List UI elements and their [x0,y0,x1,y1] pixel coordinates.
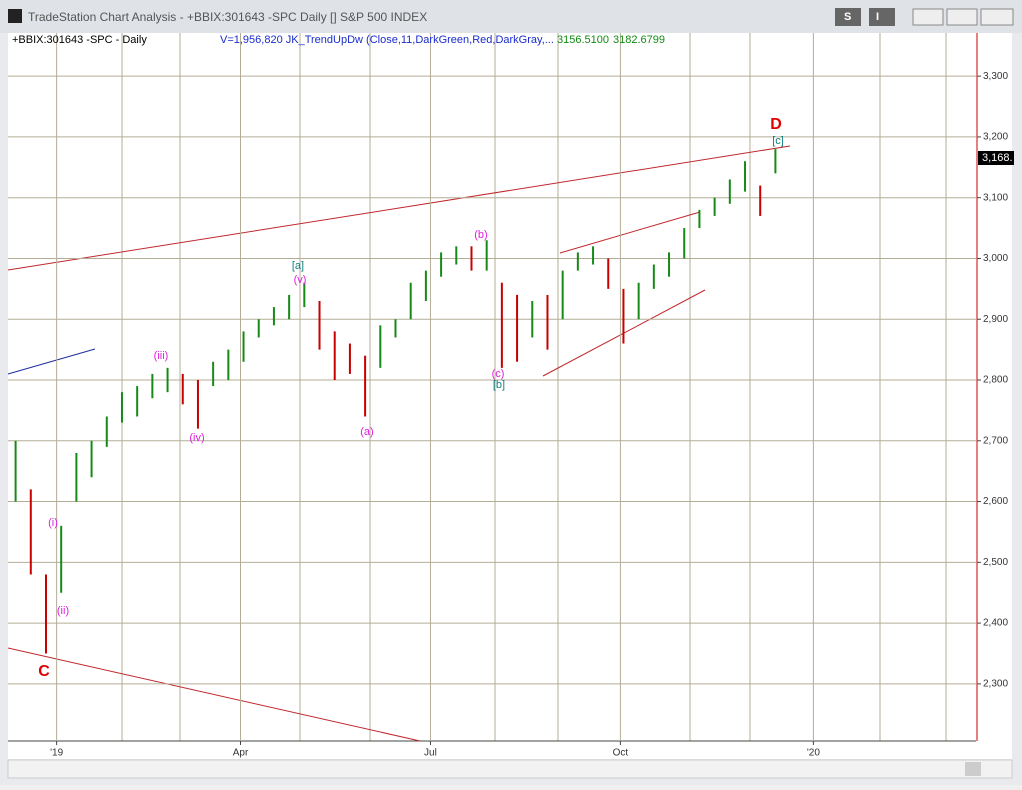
y-tick-label: 3,300 [983,71,1008,82]
minimize[interactable] [912,8,944,26]
y-tick-label: 3,100 [983,192,1008,203]
y-tick-label: 2,600 [983,496,1008,507]
wave-label: (ii) [57,605,69,617]
wave-label: (c) [492,368,505,380]
y-tick-label: 3,000 [983,253,1008,264]
wave-label: (b) [474,229,487,241]
y-tick-label: 2,700 [983,435,1008,446]
wave-label: C [38,663,50,680]
x-tick-label: Jul [424,748,437,759]
symbol: +BBIX:301643 -SPC - Daily [12,34,147,46]
wave-label: [a] [292,260,304,272]
y-tick-label: 3,200 [983,132,1008,143]
wave-label: (i) [48,517,58,529]
x-axis-area [8,741,1012,759]
wave-label: (a) [360,426,373,438]
y-tick-label: 2,900 [983,314,1008,325]
value-1: 3156.5100 [557,34,609,46]
scroll-thumb[interactable] [965,762,981,776]
scrollbar[interactable] [7,759,1013,779]
wave-label: [c] [772,135,784,147]
x-tick-label: Apr [233,748,249,759]
x-tick-label: '19 [50,748,63,759]
y-tick-label: 2,400 [983,618,1008,629]
wave-label: (iv) [189,432,204,444]
wave-label: [b] [493,379,505,391]
y-tick-label: 2,300 [983,679,1008,690]
y-tick-label: 2,500 [983,557,1008,568]
indicator: V=1,956,820 JK_TrendUpDw (Close,11,DarkG… [220,34,554,46]
plot-area [8,33,1012,741]
close[interactable] [980,8,1014,26]
wave-label: D [770,116,782,133]
last-price: 3,168. [982,152,1013,164]
wave-label: (v) [294,274,307,286]
window-title: TradeStation Chart Analysis - +BBIX:3016… [28,10,427,24]
value-2: 3182.6799 [613,34,665,46]
last-price-box [978,151,1014,165]
button-i-label: I [876,11,879,23]
x-tick-label: Oct [613,748,629,759]
y-tick-label: 2,800 [983,375,1008,386]
trend-line-blue [7,348,96,375]
restore[interactable] [946,8,978,26]
app-icon [8,9,22,23]
button-i[interactable] [869,8,895,26]
button-s-label: S [844,11,851,23]
x-tick-label: '20 [807,748,820,759]
button-s[interactable] [835,8,861,26]
wave-label: (iii) [154,350,169,362]
